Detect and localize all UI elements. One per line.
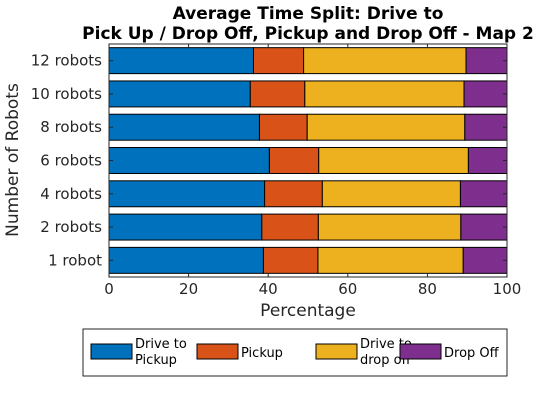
y-tick-label: 6 robots (40, 152, 102, 170)
bar-segment-3-4 (459, 180, 508, 208)
legend-swatch-1 (196, 343, 239, 360)
y-axis-ticks: 12 robots 10 robots 8 robots 6 robots 4 robo… (31, 52, 507, 269)
bar-segment-3-1 (463, 80, 508, 108)
chart-title: Average Time Split: Drive to Pick Up / D… (82, 4, 534, 44)
y-tick-label: 1 robot (48, 251, 102, 269)
bar-segment-1-1 (249, 80, 306, 108)
bar-segment-0-1 (108, 80, 251, 108)
y-tick-label: 2 robots (40, 218, 102, 236)
bar-segment-2-4 (321, 180, 461, 208)
bar-series-group (108, 47, 508, 274)
bar-segment-0-2 (108, 113, 260, 141)
legend-swatch-3 (399, 343, 442, 360)
bar-segment-2-1 (304, 80, 465, 108)
bar-segment-0-4 (108, 180, 266, 208)
bar-segment-1-0 (252, 47, 305, 75)
x-tick-label: 80 (418, 280, 437, 298)
legend-swatch-0 (90, 343, 133, 360)
legend-label-1: Pickup (241, 346, 283, 361)
x-axis-ticks: 0 20 40 60 80 100 (104, 44, 521, 298)
bar-segment-3-3 (467, 147, 508, 174)
bar-segment-1-6 (262, 246, 319, 274)
bar-segment-3-0 (465, 47, 508, 75)
bar-segment-3-5 (460, 213, 508, 241)
legend-label-0: Drive to (135, 337, 187, 352)
chart-title-line-1: Average Time Split: Drive to (173, 4, 444, 24)
bar-segment-2-3 (318, 147, 469, 174)
bar-segment-3-2 (464, 113, 508, 141)
legend-label-0: Pickup (135, 353, 177, 368)
x-axis-label: Percentage (260, 301, 356, 321)
legend-swatch-2 (315, 343, 358, 360)
bar-segment-1-5 (261, 213, 319, 241)
legend-label-2: drop off (360, 353, 412, 368)
bar-segment-1-3 (268, 147, 320, 174)
bar-segment-2-0 (303, 47, 467, 75)
legend-label-2: Drive to (360, 337, 412, 352)
x-tick-label: 100 (493, 280, 522, 298)
x-tick-label: 0 (104, 280, 114, 298)
bar-segment-0-3 (108, 147, 270, 174)
x-tick-label: 20 (179, 280, 198, 298)
x-tick-label: 40 (259, 280, 278, 298)
y-tick-label: 12 robots (31, 52, 102, 70)
x-tick-label: 60 (338, 280, 357, 298)
y-tick-label: 4 robots (40, 185, 102, 203)
bar-segment-0-0 (108, 47, 254, 75)
y-tick-label: 8 robots (40, 118, 102, 136)
legend-label-3: Drop Off (444, 346, 500, 361)
bar-segment-1-4 (264, 180, 323, 208)
bar-segment-2-5 (317, 213, 462, 241)
bar-segment-3-6 (462, 246, 508, 274)
chart-title-line-2: Pick Up / Drop Off, Pickup and Drop Off … (82, 24, 534, 44)
bar-segment-1-2 (258, 113, 308, 141)
y-axis-label: Number of Robots (3, 83, 23, 237)
bar-segment-0-6 (108, 246, 264, 274)
bar-segment-2-2 (306, 113, 466, 141)
y-tick-label: 10 robots (31, 85, 102, 103)
bar-segment-2-6 (317, 246, 464, 274)
bar-segment-0-5 (108, 213, 263, 241)
